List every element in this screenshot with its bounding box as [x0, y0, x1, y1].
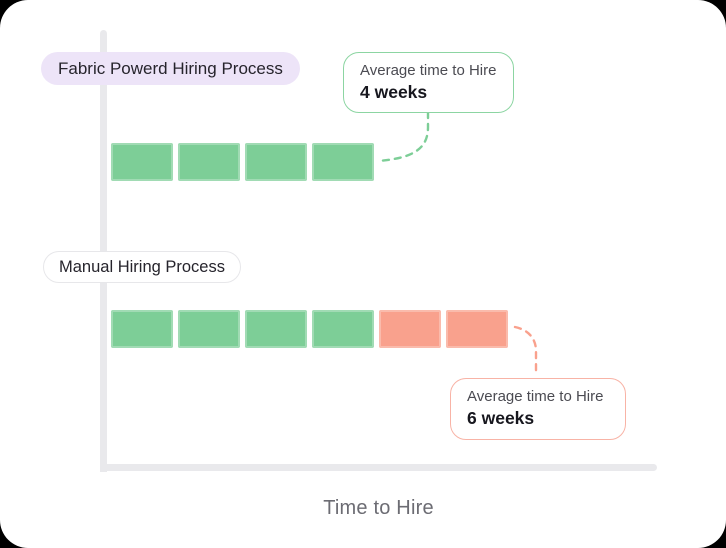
x-axis-label: Time to Hire [323, 497, 434, 519]
week-segment-salmon [379, 310, 441, 348]
manual-callout-connector-line [513, 325, 538, 376]
manual-callout-value: 6 weeks [467, 408, 535, 428]
x-axis-line [100, 464, 657, 471]
manual-callout-title: Average time to Hire [467, 388, 604, 405]
week-segment-salmon [446, 310, 508, 348]
week-segment-green [178, 310, 240, 348]
fabric-average-callout: Average time to Hire 4 weeks [343, 52, 514, 113]
fabric-process-bar-row [111, 143, 374, 181]
week-segment-green [245, 310, 307, 348]
manual-process-bar-row [111, 310, 508, 348]
fabric-callout-connector-line [376, 110, 430, 163]
week-segment-green [245, 143, 307, 181]
fabric-callout-title: Average time to Hire [360, 62, 497, 79]
week-segment-green [312, 310, 374, 348]
week-segment-green [312, 143, 374, 181]
week-segment-green [111, 143, 173, 181]
fabric-callout-value: 4 weeks [360, 82, 428, 102]
fabric-process-label: Fabric Powerd Hiring Process [41, 52, 300, 85]
manual-average-callout: Average time to Hire 6 weeks [450, 378, 626, 440]
manual-process-label: Manual Hiring Process [43, 251, 241, 283]
week-segment-green [111, 310, 173, 348]
week-segment-green [178, 143, 240, 181]
